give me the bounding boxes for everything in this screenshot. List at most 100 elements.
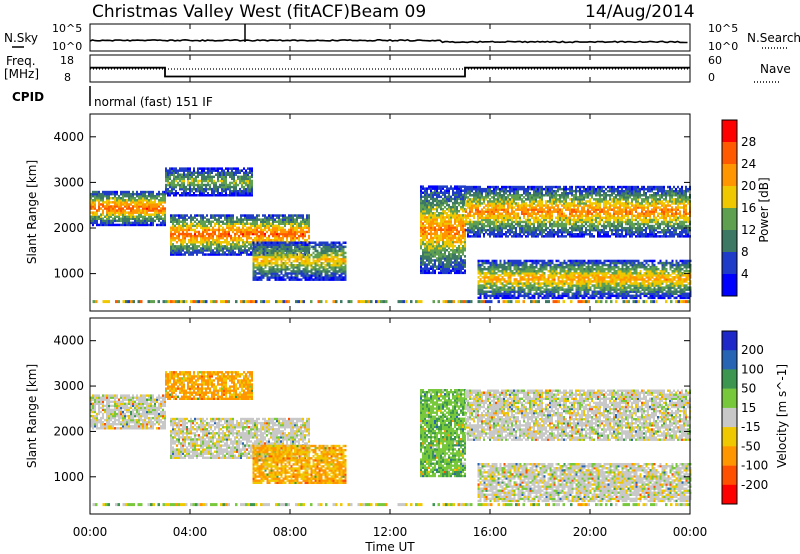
power-cell bbox=[569, 187, 571, 191]
power-cell bbox=[432, 201, 434, 205]
power-cell bbox=[262, 241, 265, 244]
power-cell bbox=[112, 205, 114, 208]
power-cell bbox=[124, 203, 126, 206]
power-cell bbox=[436, 257, 438, 260]
power-cell bbox=[200, 243, 202, 246]
power-cell bbox=[577, 218, 579, 222]
power-cell bbox=[272, 262, 275, 265]
power-cell bbox=[509, 200, 511, 203]
power-cell bbox=[280, 241, 283, 244]
power-cell bbox=[298, 230, 300, 234]
power-cell bbox=[206, 232, 208, 236]
power-cell bbox=[202, 249, 204, 252]
power-cell bbox=[294, 230, 296, 234]
power-cell bbox=[258, 243, 261, 246]
power-cell bbox=[428, 210, 430, 213]
power-cell bbox=[438, 199, 440, 203]
power-cell bbox=[98, 192, 100, 196]
power-cell bbox=[326, 253, 329, 257]
power-cell bbox=[230, 226, 232, 230]
power-cell bbox=[223, 183, 225, 187]
power-cell bbox=[94, 221, 96, 225]
power-cell bbox=[557, 200, 559, 203]
power-cell bbox=[324, 253, 327, 257]
power-cell bbox=[232, 220, 234, 223]
power-cell bbox=[224, 245, 226, 248]
power-cell bbox=[428, 249, 430, 252]
power-cell bbox=[563, 222, 565, 226]
power-cell bbox=[205, 194, 207, 197]
power-cell bbox=[432, 259, 434, 262]
power-cell bbox=[272, 255, 275, 259]
power-cell bbox=[501, 222, 503, 226]
power-cell bbox=[216, 222, 218, 225]
power-cell bbox=[334, 245, 337, 249]
power-cell bbox=[432, 242, 434, 246]
power-cell bbox=[189, 183, 191, 187]
power-cell bbox=[438, 242, 440, 246]
power-cell bbox=[241, 189, 243, 193]
power-cell bbox=[290, 230, 292, 234]
power-cell bbox=[334, 255, 337, 259]
power-cell bbox=[274, 264, 277, 267]
power-cell bbox=[98, 197, 100, 200]
power-cell bbox=[256, 278, 259, 281]
power-cell bbox=[302, 236, 304, 240]
power-cell bbox=[146, 197, 148, 200]
power-cell bbox=[136, 211, 138, 214]
power-cell bbox=[452, 226, 454, 229]
power-cell bbox=[264, 228, 266, 232]
power-cell bbox=[316, 276, 319, 279]
power-cell bbox=[561, 194, 563, 197]
power-cell bbox=[448, 189, 450, 192]
power-cell bbox=[248, 230, 250, 234]
power-cell bbox=[100, 192, 102, 196]
power-cell bbox=[294, 253, 297, 257]
power-cell bbox=[328, 247, 331, 251]
power-cell bbox=[282, 249, 285, 253]
power-cell bbox=[340, 262, 343, 265]
power-cell bbox=[209, 169, 211, 172]
power-cell bbox=[124, 190, 126, 194]
power-cell bbox=[199, 192, 201, 195]
power-cell bbox=[210, 249, 212, 252]
power-cell bbox=[585, 228, 587, 232]
power-cell bbox=[563, 212, 565, 215]
power-cell bbox=[142, 192, 144, 196]
power-cell bbox=[497, 204, 499, 207]
power-cell bbox=[249, 169, 251, 172]
power-cell bbox=[442, 236, 444, 240]
power-cell bbox=[226, 230, 228, 234]
power-cell bbox=[209, 173, 211, 176]
power-cell bbox=[104, 201, 106, 204]
power-cell bbox=[551, 194, 553, 197]
power-cell bbox=[243, 177, 245, 181]
power-cell bbox=[120, 223, 122, 227]
power-cell bbox=[462, 240, 464, 244]
power-cell bbox=[171, 185, 173, 189]
power-cell bbox=[460, 267, 462, 270]
power-cell bbox=[541, 189, 543, 193]
power-cell bbox=[469, 200, 471, 203]
power-cell bbox=[497, 228, 499, 232]
power-cell bbox=[290, 245, 293, 249]
plot-title: Christmas Valley West (fitACF) bbox=[92, 2, 350, 22]
power-cell bbox=[563, 196, 565, 199]
power-cell bbox=[200, 232, 202, 236]
power-cell bbox=[106, 217, 108, 220]
power-cell bbox=[268, 220, 270, 223]
power-cell bbox=[278, 278, 281, 281]
power-cell bbox=[557, 204, 559, 207]
power-cell bbox=[216, 218, 218, 221]
power-cell bbox=[458, 269, 460, 272]
power-cell bbox=[110, 223, 112, 227]
power-cell bbox=[160, 203, 162, 206]
power-cell bbox=[249, 171, 251, 174]
power-cell bbox=[549, 202, 551, 205]
power-cell bbox=[94, 203, 96, 206]
power-cell bbox=[150, 217, 152, 220]
power-cell bbox=[304, 251, 307, 255]
power-cell bbox=[100, 197, 102, 200]
power-cell bbox=[258, 236, 260, 240]
power-cell bbox=[579, 192, 581, 195]
